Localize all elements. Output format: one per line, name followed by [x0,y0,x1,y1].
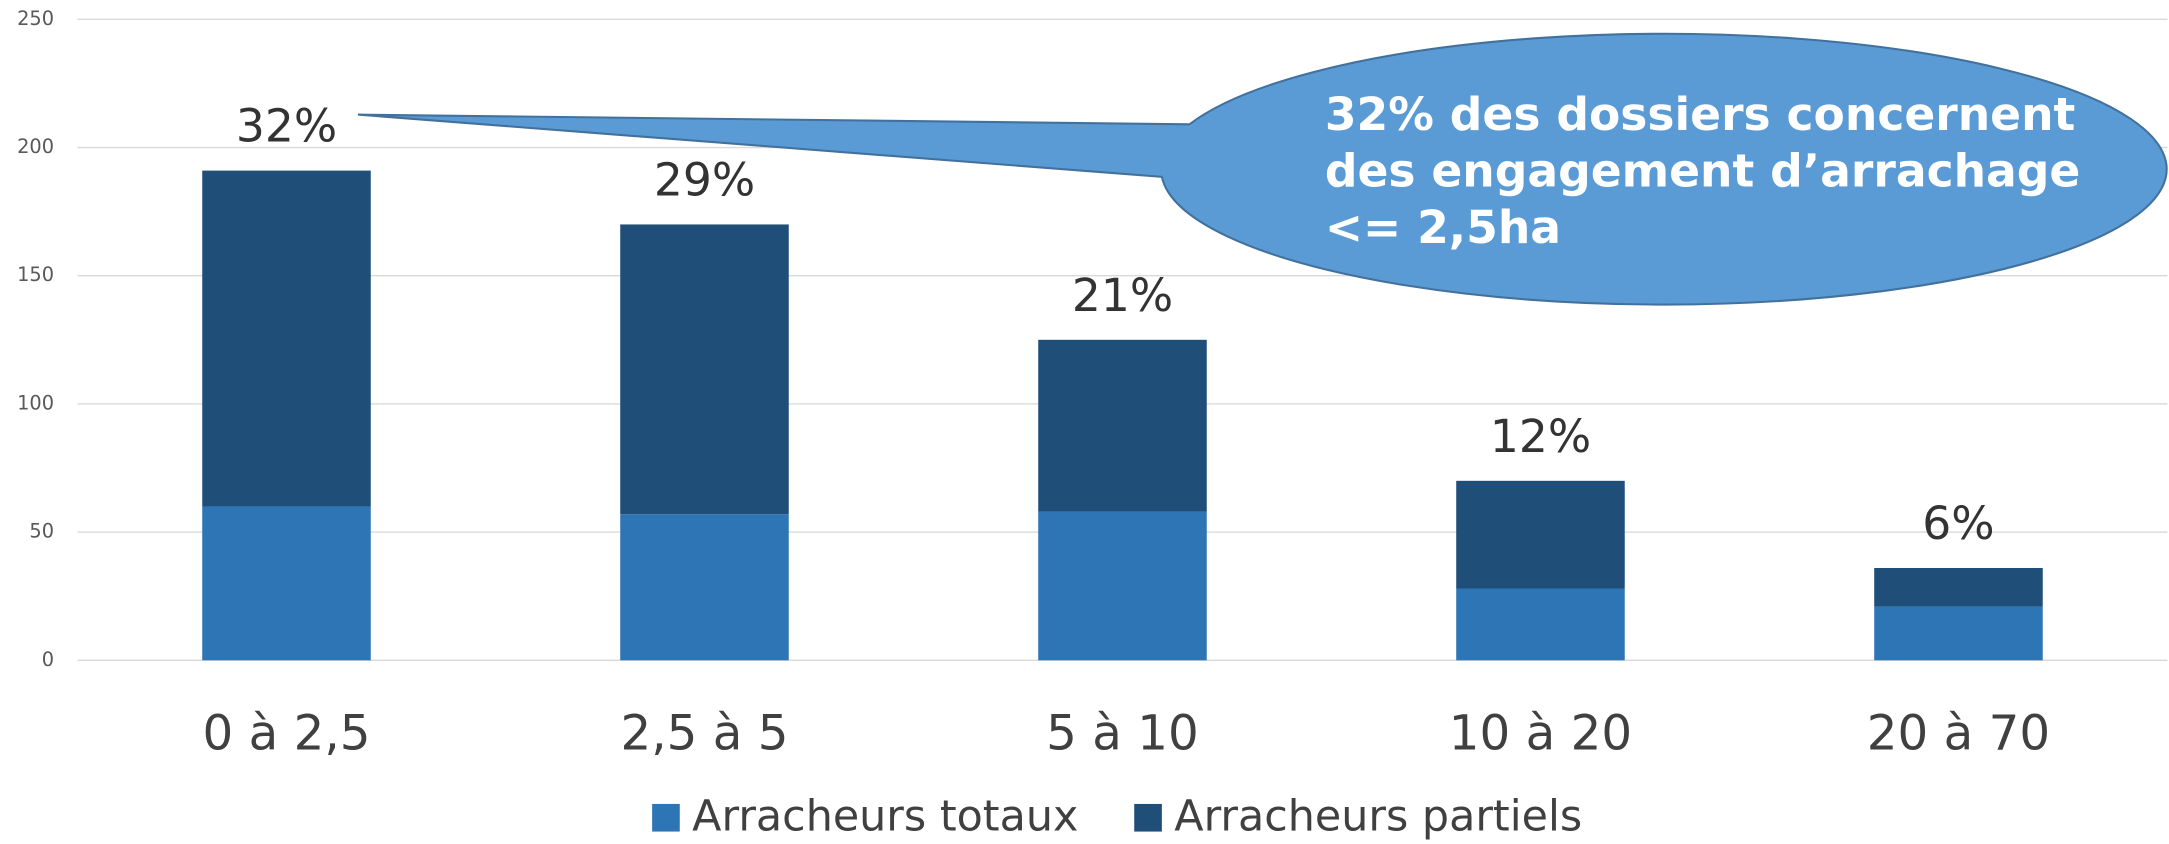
callout-shape [357,32,2168,306]
bar-segment [1038,511,1207,661]
bars [202,170,2043,661]
y-tick-label: 50 [29,520,54,543]
total-label: 21% [1072,269,1173,322]
x-tick-label: 5 à 10 [1046,705,1199,761]
y-tick-label: 0 [42,648,54,671]
annotation-text: 32% des dossiers concernent [1325,88,2075,141]
bar-segment [1456,480,1625,589]
bar-segment [620,514,789,661]
legend-label: Arracheurs partiels [1174,792,1582,842]
bar-segment [202,170,371,507]
x-tick-label: 2,5 à 5 [621,705,789,761]
total-label: 29% [654,154,755,207]
legend-label: Arracheurs totaux [692,792,1078,842]
bar-segment [202,506,371,661]
x-tick-label: 0 à 2,5 [203,705,371,761]
annotation-text: <= 2,5ha [1325,201,1561,254]
total-label: 12% [1490,410,1591,463]
legend-swatch [652,803,680,832]
callout [357,32,2168,306]
total-label: 6% [1922,497,1994,550]
legend-swatch [1134,803,1162,832]
y-tick-label: 200 [17,135,54,158]
x-tick-label: 20 à 70 [1867,705,2050,761]
bar-segment [1874,606,2043,661]
bar-segment [620,224,789,515]
annotation-text: des engagement d’arrachage [1325,145,2081,198]
y-tick-label: 150 [17,263,54,286]
x-tick-label: 10 à 20 [1449,705,1632,761]
y-tick-label: 100 [17,391,54,414]
bar-segment [1874,567,2043,607]
bar-segment [1038,339,1207,512]
y-tick-label: 250 [17,7,54,30]
total-label: 32% [236,100,337,153]
bar-segment [1456,588,1625,661]
